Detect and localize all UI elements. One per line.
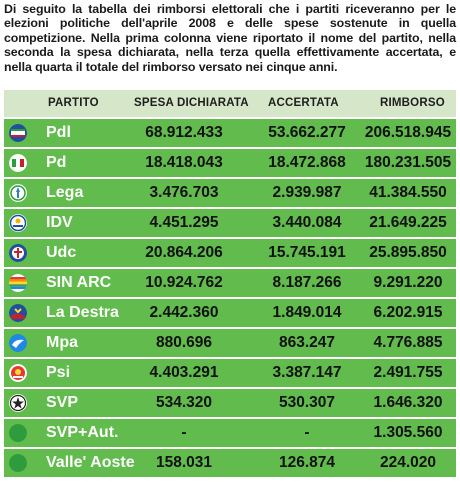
- mpa-logo-icon: [9, 334, 27, 352]
- spesa-dichiarata-value: 18.418.043: [145, 154, 223, 171]
- rimborso-value: 9.291.220: [373, 274, 443, 291]
- spesa-dichiarata-value: 68.912.433: [145, 124, 223, 141]
- table-row-valle-aoste: Valle' Aoste 158.031 126.874 224.020: [4, 449, 456, 477]
- table-row-idv: IDV 4.451.295 3.440.084 21.649.225: [4, 209, 456, 237]
- spesa-dichiarata-value: 4.451.295: [149, 214, 219, 231]
- accertata-value: 18.472.868: [268, 154, 346, 171]
- accertata-value: 1.849.014: [272, 304, 342, 321]
- party-name: Mpa: [46, 334, 78, 351]
- spesa-dichiarata-value: 534.320: [155, 394, 213, 411]
- pd-logo-icon: [9, 154, 27, 172]
- header-spesa-dichiarata: SPESA DICHIARATA: [134, 97, 249, 109]
- party-name: Pd: [46, 154, 67, 171]
- party-name: Udc: [46, 244, 77, 261]
- party-name: SVP+Aut.: [46, 424, 119, 441]
- accertata-value: 3.387.147: [272, 364, 342, 381]
- table-row-svp: SVP 534.320 530.307 1.646.320: [4, 389, 456, 417]
- rimborso-value: 1.305.560: [373, 424, 443, 441]
- la-destra-logo-icon: [9, 304, 27, 322]
- table-row-psi: Psi 4.403.291 3.387.147 2.491.755: [4, 359, 456, 387]
- rimborso-value: 41.384.550: [369, 184, 447, 201]
- rimborso-value: 180.231.505: [364, 154, 452, 171]
- accertata-value: 126.874: [278, 454, 336, 471]
- header-rimborso: RIMBORSO: [380, 97, 445, 109]
- rimborso-value: 4.776.885: [373, 334, 443, 351]
- spesa-dichiarata-value: -: [181, 424, 187, 441]
- header-accertata: ACCERTATA: [268, 97, 339, 109]
- spesa-dichiarata-value: 20.864.206: [145, 244, 223, 261]
- accertata-value: 2.939.987: [272, 184, 342, 201]
- header-partito: PARTITO: [48, 97, 99, 109]
- table-row-mpa: Mpa 880.696 863.247 4.776.885: [4, 329, 456, 357]
- party-name: Valle' Aoste: [46, 454, 135, 471]
- pdl-logo-icon: [9, 124, 27, 142]
- rimborso-value: 224.020: [379, 454, 437, 471]
- udc-logo-icon: [9, 244, 27, 262]
- table-row-lega: Lega 3.476.703 2.939.987 41.384.550: [4, 179, 456, 207]
- spesa-dichiarata-value: 880.696: [155, 334, 213, 351]
- table-row-pdl: Pdl 68.912.433 53.662.277 206.518.945: [4, 119, 456, 147]
- intro-paragraph: Di seguito la tabella dei rimborsi elett…: [4, 2, 456, 74]
- accertata-value: 15.745.191: [268, 244, 346, 261]
- spesa-dichiarata-value: 158.031: [155, 454, 213, 471]
- party-name: Pdl: [46, 124, 71, 141]
- rimborso-value: 25.895.850: [369, 244, 447, 261]
- psi-logo-icon: [9, 364, 27, 382]
- accertata-value: -: [304, 424, 310, 441]
- svp-logo-icon: [9, 394, 27, 412]
- table-row-sin-arc: SIN ARC 10.924.762 8.187.266 9.291.220: [4, 269, 456, 297]
- spesa-dichiarata-value: 10.924.762: [145, 274, 223, 291]
- table-row-la-destra: La Destra 2.442.360 1.849.014 6.202.915: [4, 299, 456, 327]
- rimborso-value: 21.649.225: [369, 214, 447, 231]
- table-header: PARTITO SPESA DICHIARATA ACCERTATA RIMBO…: [4, 90, 456, 117]
- lega-logo-icon: [9, 184, 27, 202]
- spesa-dichiarata-value: 4.403.291: [149, 364, 219, 381]
- accertata-value: 53.662.277: [268, 124, 346, 141]
- rimborso-value: 1.646.320: [373, 394, 443, 411]
- party-name: Psi: [46, 364, 71, 381]
- reimbursement-table: PARTITO SPESA DICHIARATA ACCERTATA RIMBO…: [4, 90, 456, 488]
- rimborso-value: 6.202.915: [373, 304, 443, 321]
- party-name: SIN ARC: [46, 274, 112, 291]
- accertata-value: 3.440.084: [272, 214, 342, 231]
- party-name: IDV: [46, 214, 73, 231]
- spesa-dichiarata-value: 2.442.360: [149, 304, 219, 321]
- party-name: SVP: [46, 394, 79, 411]
- table-row-udc: Udc 20.864.206 15.745.191 25.895.850: [4, 239, 456, 267]
- green-dot-icon: [9, 454, 27, 472]
- table-row-svp-aut: SVP+Aut. - - 1.305.560: [4, 419, 456, 447]
- accertata-value: 863.247: [278, 334, 336, 351]
- table-row-pd: Pd 18.418.043 18.472.868 180.231.505: [4, 149, 456, 177]
- green-dot-icon: [9, 424, 27, 442]
- sinistra-arcobaleno-logo-icon: [9, 274, 27, 292]
- accertata-value: 530.307: [278, 394, 336, 411]
- rimborso-value: 2.491.755: [373, 364, 443, 381]
- party-name: Lega: [46, 184, 84, 201]
- spesa-dichiarata-value: 3.476.703: [149, 184, 219, 201]
- idv-logo-icon: [9, 214, 27, 232]
- party-name: La Destra: [46, 304, 119, 321]
- accertata-value: 8.187.266: [272, 274, 342, 291]
- rimborso-value: 206.518.945: [364, 124, 452, 141]
